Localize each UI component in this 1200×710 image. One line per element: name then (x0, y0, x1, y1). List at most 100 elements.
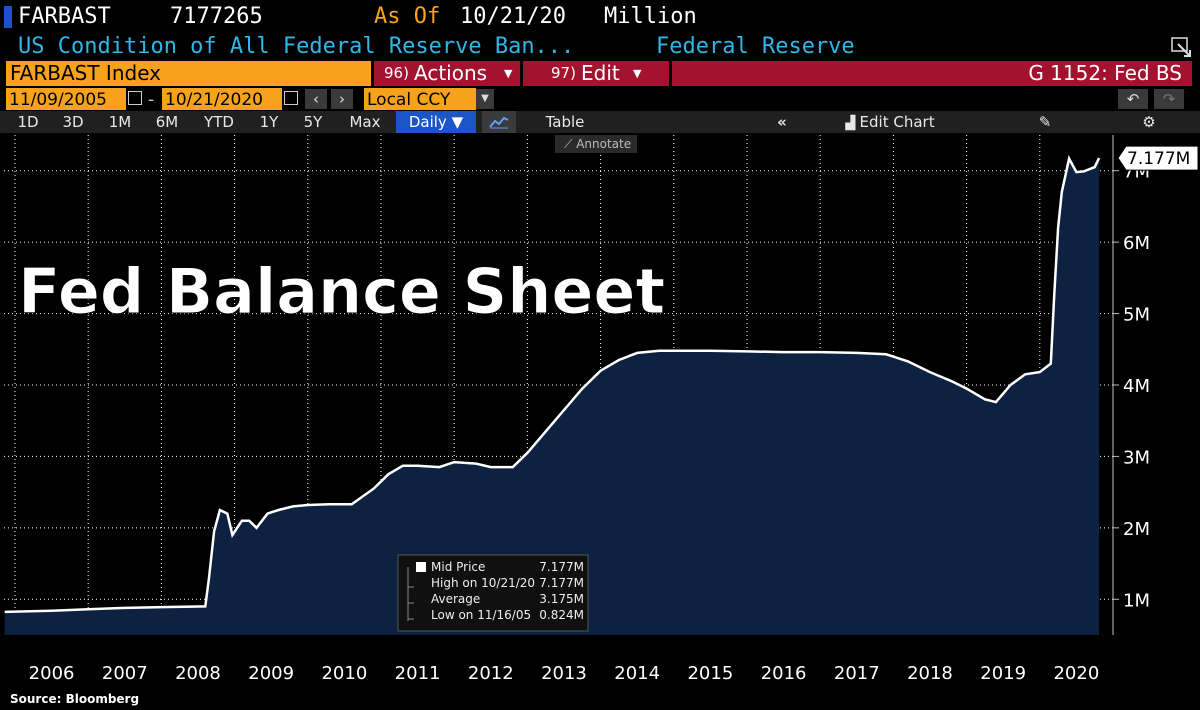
pencil-icon[interactable]: ✎ (1038, 113, 1052, 131)
chevron-down-icon: ▼ (504, 67, 513, 80)
date-separator: - (148, 90, 155, 110)
legend-value: 7.177M (539, 560, 584, 574)
collapse-icon[interactable]: « (777, 113, 787, 131)
security-field[interactable]: FARBAST Index (6, 61, 371, 86)
range-1d-button[interactable]: 1D (17, 113, 39, 131)
last-value-label: 7.177M (1127, 149, 1190, 169)
bar-chart-icon: ▟ (845, 116, 860, 131)
range-6m-button[interactable]: 6M (155, 113, 179, 131)
range-5y-button[interactable]: 5Y (303, 113, 323, 131)
range-1y-button[interactable]: 1Y (259, 113, 279, 131)
frequency-value: Daily (408, 113, 447, 131)
annotate-text: Annotate (576, 137, 631, 151)
page-id-bar: G 1152: Fed BS (672, 61, 1192, 86)
chevron-down-icon[interactable]: ▼ (476, 89, 494, 109)
actions-label: Actions (414, 61, 488, 85)
edit-number: 97) (551, 64, 576, 82)
chart-title: Fed Balance Sheet (18, 255, 665, 328)
legend: Mid Price 7.177M High on 10/21/20 7.177M Ave… (397, 554, 589, 632)
chevron-down-icon: ▼ (633, 67, 642, 80)
ticker-marker (4, 6, 12, 28)
line-chart-icon[interactable] (482, 111, 516, 133)
x-tick-label: 2012 (468, 663, 514, 684)
end-date: 10/21/2020 (165, 90, 263, 110)
range-3d-button[interactable]: 3D (62, 113, 84, 131)
edit-menu[interactable]: 97) Edit ▼ (523, 61, 669, 86)
range-max-button[interactable]: Max (349, 113, 381, 131)
legend-label: High on 10/21/20 (431, 576, 535, 590)
annotate-button[interactable]: ⟋ Annotate (555, 135, 637, 153)
range-ytd-button[interactable]: YTD (204, 113, 234, 131)
next-button[interactable]: › (331, 89, 353, 109)
y-tick-label: 2M (1123, 519, 1150, 540)
x-tick-label: 2009 (248, 663, 294, 684)
start-date: 11/09/2005 (9, 90, 107, 110)
y-tick-label: 3M (1123, 447, 1150, 468)
legend-label: Mid Price (431, 560, 485, 574)
chevron-down-icon: ▼ (451, 113, 464, 131)
table-button[interactable]: Table (545, 113, 585, 131)
edit-label: Edit (581, 61, 620, 85)
x-tick-label: 2015 (687, 663, 733, 684)
x-tick-label: 2017 (834, 663, 880, 684)
ticker: FARBAST (18, 4, 111, 29)
range-1m-button[interactable]: 1M (108, 113, 132, 131)
unit: Million (604, 4, 697, 29)
series-description: US Condition of All Federal Reserve Ban.… (18, 34, 575, 59)
y-tick-label: 4M (1123, 376, 1150, 397)
expand-icon[interactable] (1170, 36, 1192, 58)
y-tick-label: 6M (1123, 233, 1150, 254)
x-tick-label: 2010 (321, 663, 367, 684)
currency-select[interactable]: Local CCY (364, 88, 476, 110)
x-axis-ticks: 2006 2007 2008 2009 2010 2011 2012 2013 2014 2015… (29, 663, 1100, 684)
x-tick-label: 2007 (102, 663, 148, 684)
legend-swatch (416, 562, 426, 572)
calendar-icon[interactable] (128, 91, 142, 105)
actions-number: 96) (384, 64, 409, 82)
legend-label: Low on 11/16/05 (431, 608, 531, 622)
x-tick-label: 2006 (29, 663, 75, 684)
legend-value: 0.824M (539, 608, 584, 622)
undo-icon[interactable]: ↶ (1118, 89, 1148, 109)
command-bar: FARBAST Index 96) Actions ▼ 97) Edit ▼ G… (0, 61, 1200, 86)
page-id: G 1152: Fed BS (1028, 61, 1182, 85)
gear-icon[interactable]: ⚙ (1142, 113, 1156, 131)
date-range-bar: 11/09/2005 - 10/21/2020 ‹ › Local CCY ▼ … (0, 88, 1200, 112)
as-of-date: 10/21/20 (460, 4, 566, 29)
end-date-field[interactable]: 10/21/2020 (162, 88, 282, 110)
x-tick-label: 2020 (1053, 663, 1099, 684)
last-value: 7177265 (170, 4, 263, 29)
source-note: Source: Bloomberg (10, 692, 140, 706)
security-name: FARBAST Index (10, 61, 161, 85)
title-bar: FARBAST 7177265 As Of 10/21/20 Million (0, 0, 1200, 33)
x-tick-label: 2008 (175, 663, 221, 684)
x-tick-label: 2018 (907, 663, 953, 684)
series-line (4, 155, 1101, 614)
calendar-icon[interactable] (284, 91, 298, 105)
legend-value: 7.177M (539, 576, 584, 590)
actions-menu[interactable]: 96) Actions ▼ (374, 61, 520, 86)
frequency-select[interactable]: Daily ▼ (396, 111, 476, 133)
y-tick-label: 5M (1123, 305, 1150, 326)
previous-button[interactable]: ‹ (305, 89, 327, 109)
x-tick-label: 2016 (761, 663, 807, 684)
edit-chart-button[interactable]: ▟ Edit Chart (820, 111, 960, 133)
x-tick-label: 2014 (614, 663, 660, 684)
series-area (4, 158, 1100, 635)
range-toolbar: 1D 3D 1M 6M YTD 1Y 5Y Max Daily ▼ Table … (0, 111, 1200, 133)
x-tick-label: 2019 (980, 663, 1026, 684)
source-name: Federal Reserve (656, 34, 855, 59)
edit-chart-label: Edit Chart (859, 113, 935, 131)
start-date-field[interactable]: 11/09/2005 (6, 88, 126, 110)
description-bar: US Condition of All Federal Reserve Ban.… (0, 33, 1200, 61)
legend-label: Average (431, 592, 480, 606)
currency-value: Local CCY (367, 90, 451, 110)
annotate-label: ⟋ Annotate (564, 137, 631, 151)
last-value-tag: 7.177M (1117, 145, 1199, 171)
x-tick-label: 2013 (541, 663, 587, 684)
legend-value: 3.175M (539, 592, 584, 606)
redo-icon[interactable]: ↷ (1154, 89, 1184, 109)
y-tick-label: 1M (1123, 590, 1150, 611)
